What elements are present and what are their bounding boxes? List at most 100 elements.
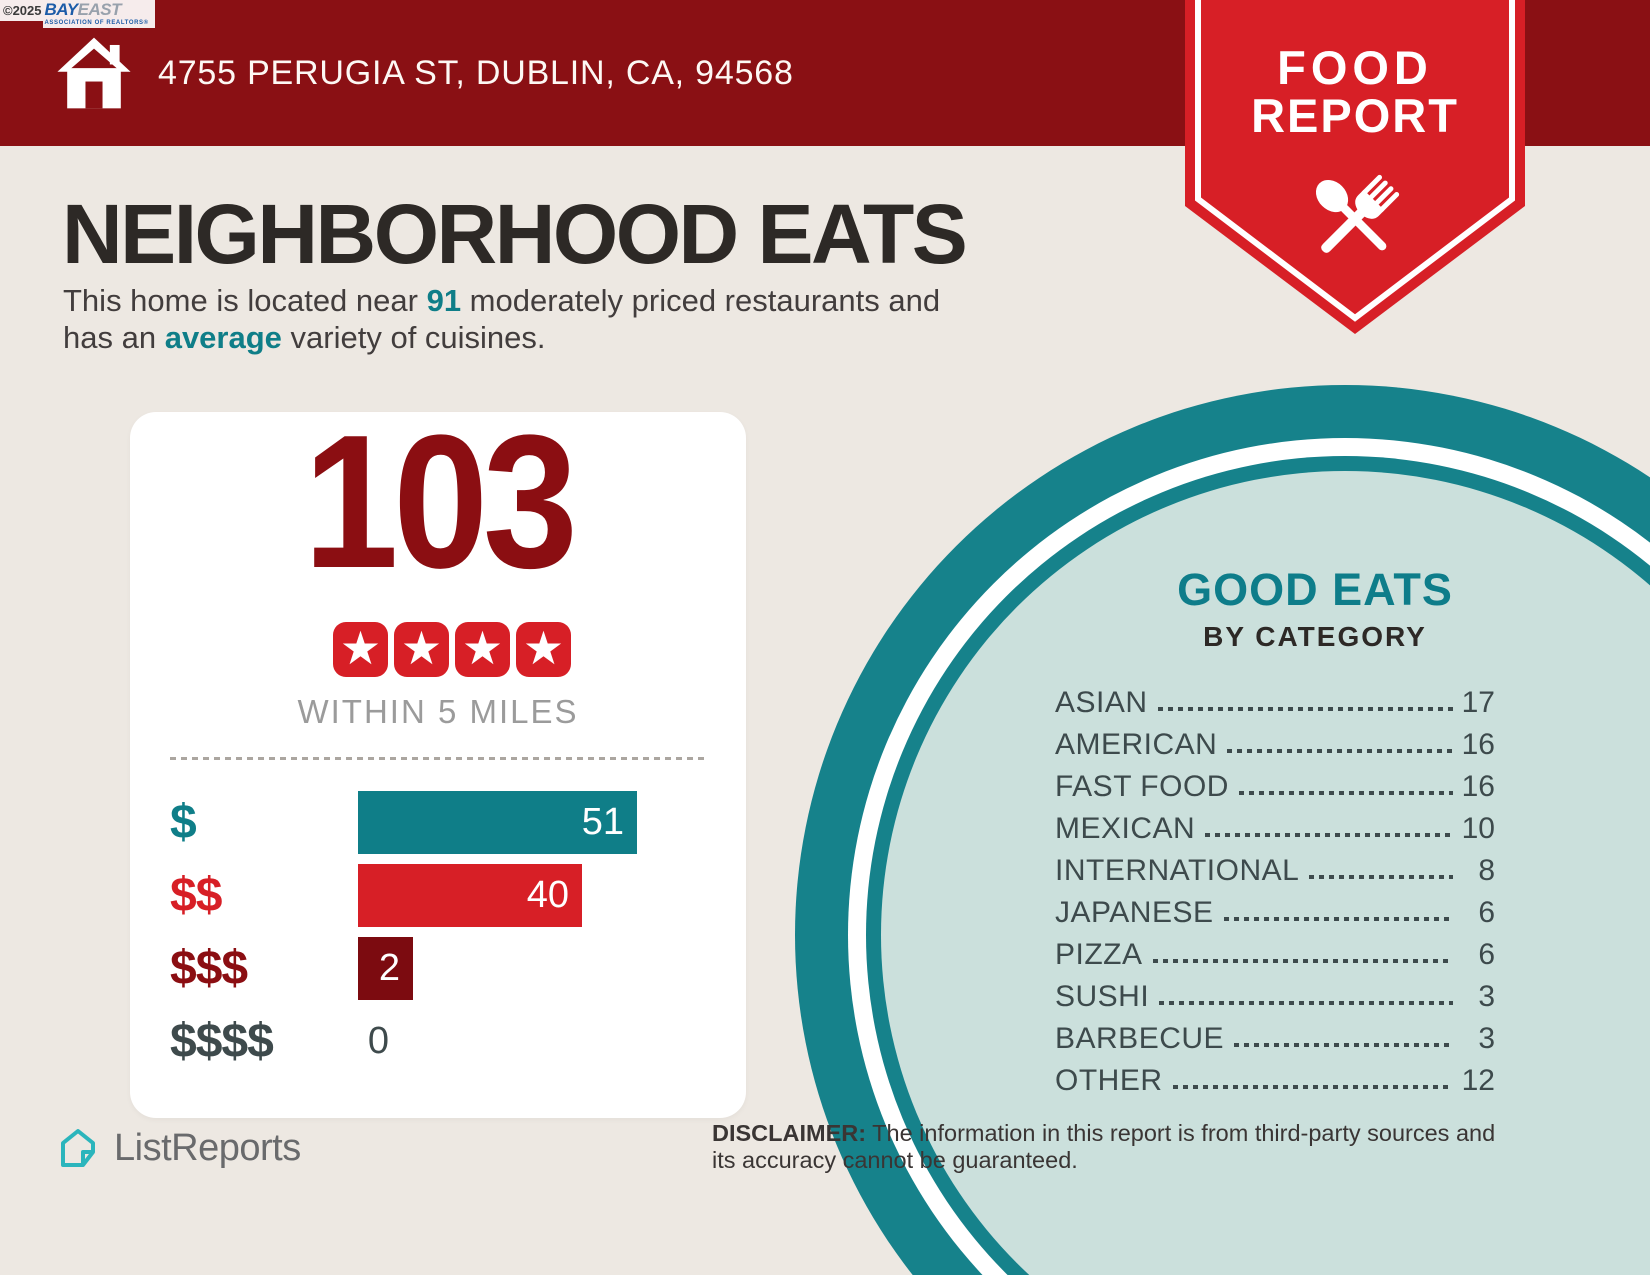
- watermark-east: EAST: [77, 0, 122, 19]
- listreports-wordmark: ListReports: [114, 1126, 301, 1169]
- bar-value: 0: [367, 1020, 389, 1063]
- category-label: OTHER: [1055, 1064, 1163, 1097]
- bar-value: 51: [581, 801, 624, 844]
- disclaimer-label: DISCLAIMER:: [712, 1120, 867, 1146]
- dotted-leader: [1205, 833, 1453, 837]
- bar-track: 2: [358, 937, 413, 1001]
- spoon-fork-icon: [1315, 174, 1400, 253]
- category-label: FAST FOOD: [1055, 770, 1229, 803]
- bar-value: 2: [378, 947, 400, 990]
- property-address: 4755 PERUGIA ST, DUBLIN, CA, 94568: [158, 54, 794, 92]
- category-row: FAST FOOD 16: [1055, 762, 1495, 804]
- category-label: JAPANESE: [1055, 896, 1214, 929]
- category-row: INTERNATIONAL 8: [1055, 846, 1495, 888]
- price-bar-row: $$ 40: [170, 864, 746, 928]
- good-eats-heading: GOOD EATS BY CATEGORY: [1100, 564, 1530, 653]
- bar-track: 40: [358, 864, 582, 928]
- category-count: 10: [1461, 812, 1495, 845]
- listreports-logo: ListReports: [54, 1124, 301, 1172]
- price-tier-label: $: [170, 796, 197, 850]
- star-icon: ★: [455, 622, 510, 678]
- bar-fill: 2: [358, 937, 413, 1001]
- dotted-leader: [1223, 917, 1453, 921]
- star-icon: ★: [394, 622, 449, 678]
- ribbon-title: FOOD REPORT: [1185, 44, 1525, 140]
- category-count: 6: [1478, 938, 1495, 971]
- dotted-leader: [1159, 1001, 1453, 1005]
- price-bar-row: $$$ 2: [170, 937, 746, 1001]
- good-eats-subtitle: BY CATEGORY: [1203, 621, 1427, 652]
- category-count: 16: [1461, 770, 1495, 803]
- dashed-divider: [170, 757, 706, 761]
- category-count: 3: [1478, 980, 1495, 1013]
- category-count: 17: [1461, 686, 1495, 719]
- category-row: PIZZA 6: [1055, 930, 1495, 972]
- price-tier-label: $$$: [170, 942, 248, 996]
- category-count: 12: [1461, 1064, 1495, 1097]
- category-count: 6: [1478, 896, 1495, 929]
- rating-stars: ★ ★ ★ ★: [144, 622, 760, 678]
- category-row: AMERICAN 16: [1055, 720, 1495, 762]
- bar-fill: 0: [358, 1010, 402, 1073]
- category-label: AMERICAN: [1055, 728, 1218, 761]
- category-row: SUSHI 3: [1055, 972, 1495, 1014]
- dotted-leader: [1309, 875, 1453, 879]
- dotted-leader: [1227, 749, 1453, 753]
- bar-track: 0: [358, 1010, 402, 1073]
- bar-fill: 40: [358, 864, 582, 928]
- dotted-leader: [1157, 707, 1453, 711]
- category-row: JAPANESE 6: [1055, 888, 1495, 930]
- category-label: PIZZA: [1055, 938, 1143, 971]
- ribbon-title-line2: REPORT: [1251, 89, 1459, 142]
- intro-line2-pre: has an: [63, 320, 165, 355]
- intro-highlight: average: [164, 320, 282, 355]
- dotted-leader: [1172, 1085, 1453, 1089]
- category-label: BARBECUE: [1055, 1022, 1225, 1055]
- category-row: ASIAN 17: [1055, 678, 1495, 720]
- good-eats-title: GOOD EATS: [1177, 564, 1453, 615]
- intro-pre: This home is located near: [63, 283, 427, 318]
- dotted-leader: [1238, 791, 1453, 795]
- bar-value: 40: [526, 874, 569, 917]
- good-eats-category-list: ASIAN 17 AMERICAN 16 FAST FOOD 16 MEXICA…: [1055, 678, 1495, 1098]
- ribbon-shape: [1185, 0, 1525, 334]
- price-tier-label: $$: [170, 869, 222, 923]
- bayeast-watermark: ©2025 BAYEAST ASSOCIATION OF REALTORS®: [0, 0, 155, 28]
- category-label: MEXICAN: [1055, 812, 1196, 845]
- listreports-house-icon: [61, 1129, 95, 1167]
- price-bar-row: $ 51: [170, 791, 746, 855]
- price-bar-row: $$$$ 0: [170, 1010, 746, 1073]
- price-tier-label: $$$$: [170, 1015, 274, 1069]
- intro-post: variety of cuisines.: [281, 320, 546, 355]
- home-icon: [55, 33, 133, 113]
- category-row: BARBECUE 3: [1055, 1014, 1495, 1056]
- star-icon: ★: [516, 622, 571, 678]
- category-count: 3: [1478, 1022, 1495, 1055]
- category-label: ASIAN: [1055, 686, 1148, 719]
- watermark-logo: BAYEAST ASSOCIATION OF REALTORS®: [42, 0, 155, 28]
- watermark-copyright: ©2025: [0, 0, 43, 21]
- bar-track: 51: [358, 791, 637, 855]
- intro-count: 91: [426, 283, 462, 318]
- star-icon: ★: [333, 622, 388, 678]
- category-row: OTHER 12: [1055, 1056, 1495, 1098]
- watermark-subtext: ASSOCIATION OF REALTORS®: [44, 20, 149, 26]
- category-label: INTERNATIONAL: [1055, 854, 1300, 887]
- ribbon-title-line1: FOOD: [1277, 41, 1433, 94]
- price-bar-chart: $ 51 $$ 40: [130, 791, 746, 1073]
- page-title: NEIGHBORHOOD EATS: [62, 187, 968, 281]
- bar-fill: 51: [358, 791, 637, 855]
- food-report-badge: FOOD REPORT: [1185, 0, 1525, 336]
- disclaimer-text: DISCLAIMER: The information in this repo…: [712, 1120, 1496, 1173]
- dotted-leader: [1152, 959, 1453, 963]
- intro-mid: moderately priced restaurants and: [461, 283, 941, 318]
- restaurant-summary-card: 103 ★ ★ ★ ★ WITHIN 5 MILES $ 51: [130, 396, 746, 1118]
- category-row: MEXICAN 10: [1055, 804, 1495, 846]
- watermark-bay: BAY: [44, 0, 79, 19]
- restaurant-total-count: 103: [303, 396, 578, 608]
- category-count: 16: [1461, 728, 1495, 761]
- category-count: 8: [1478, 854, 1495, 887]
- intro-text: This home is located near 91 moderately …: [63, 282, 1123, 356]
- category-label: SUSHI: [1055, 980, 1150, 1013]
